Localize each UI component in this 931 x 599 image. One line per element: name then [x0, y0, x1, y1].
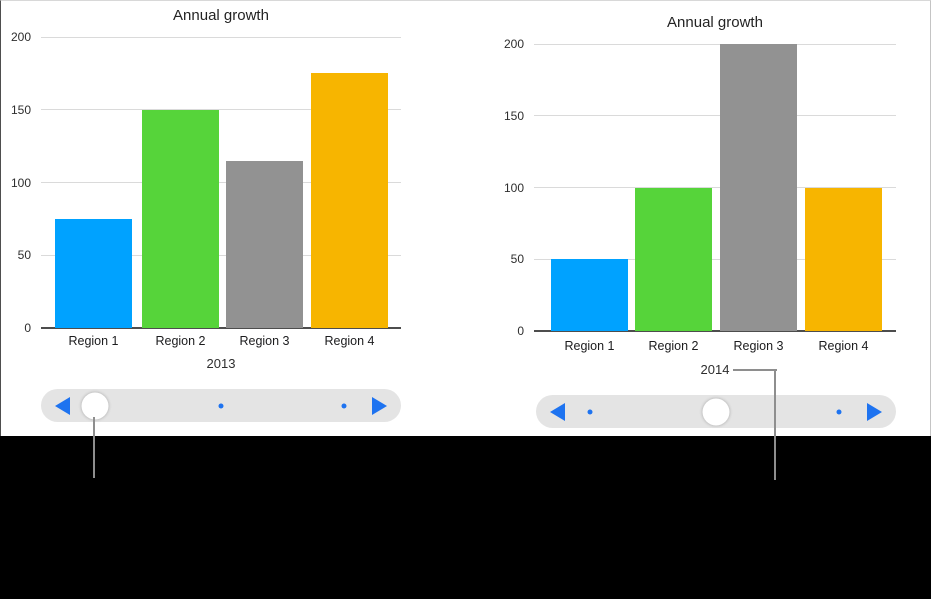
x-axis-line	[41, 327, 401, 329]
scrubber-position-dot[interactable]	[836, 409, 842, 414]
bar-region-4	[805, 187, 882, 331]
x-category-label: Region 2	[648, 339, 699, 353]
y-tick-label: 50	[510, 252, 524, 267]
scrubber-knob[interactable]	[702, 398, 730, 425]
x-axis-title: 2014	[700, 362, 730, 377]
bar-region-3	[720, 44, 797, 331]
y-tick-label: 100	[503, 180, 524, 195]
scrubber-position-dot[interactable]	[218, 403, 224, 408]
gridline	[41, 109, 401, 111]
x-axis-title: 2013	[206, 356, 236, 371]
bar-region-1	[55, 218, 132, 328]
callout-line-2014-vertical	[774, 369, 776, 480]
gridline	[41, 182, 401, 183]
y-tick-label: 50	[17, 248, 31, 263]
interactive-chart-2013[interactable]: Annual growth 200 150 100 50 0 Region 1 Region…	[1, 1, 466, 437]
x-category-label: Region 3	[239, 334, 290, 348]
gridline	[534, 258, 896, 260]
bar-region-2	[142, 109, 219, 328]
y-tick-label: 150	[503, 108, 524, 123]
callout-line-scrubber-knob	[93, 417, 95, 478]
chart-scrubber-track[interactable]	[536, 395, 896, 428]
y-tick-label: 150	[10, 102, 31, 117]
bar-region-4	[311, 73, 388, 328]
bar-region-1	[551, 259, 628, 331]
scrubber-next-arrow-icon[interactable]	[867, 402, 882, 421]
gridline	[534, 187, 896, 188]
y-tick-label: 0	[24, 321, 31, 335]
y-tick-label: 100	[10, 175, 31, 190]
chart-scrubber-track[interactable]	[41, 389, 401, 422]
x-axis-line	[534, 330, 896, 332]
chart-title: Annual growth	[667, 14, 763, 31]
x-category-label: Region 3	[733, 339, 784, 353]
x-category-label: Region 4	[818, 339, 869, 353]
scrubber-next-arrow-icon[interactable]	[372, 396, 387, 415]
y-tick-label: 0	[517, 324, 524, 338]
chart-title: Annual growth	[173, 7, 269, 24]
gridline	[41, 254, 401, 256]
scrubber-previous-arrow-icon[interactable]	[550, 402, 565, 421]
x-category-label: Region 1	[68, 334, 119, 348]
gridline	[41, 36, 401, 38]
scrubber-knob[interactable]	[81, 392, 109, 419]
scrubber-position-dot[interactable]	[341, 403, 347, 408]
scrubber-position-dot[interactable]	[587, 409, 593, 414]
bar-region-2	[635, 187, 712, 331]
interactive-chart-2014[interactable]: Annual growth 200 150 100 50 0 Region 1 Region…	[466, 1, 931, 437]
x-category-label: Region 2	[155, 334, 206, 348]
gridline	[534, 43, 896, 45]
y-tick-label: 200	[503, 37, 524, 51]
callout-line-2014-horizontal	[733, 369, 777, 371]
bar-region-3	[226, 160, 303, 328]
gridline	[534, 115, 896, 117]
x-category-label: Region 1	[564, 339, 615, 353]
x-category-label: Region 4	[324, 334, 375, 348]
document-canvas: Annual growth 200 150 100 50 0 Region 1 Region…	[0, 0, 931, 436]
scrubber-previous-arrow-icon[interactable]	[55, 396, 70, 415]
y-tick-label: 200	[10, 30, 31, 44]
